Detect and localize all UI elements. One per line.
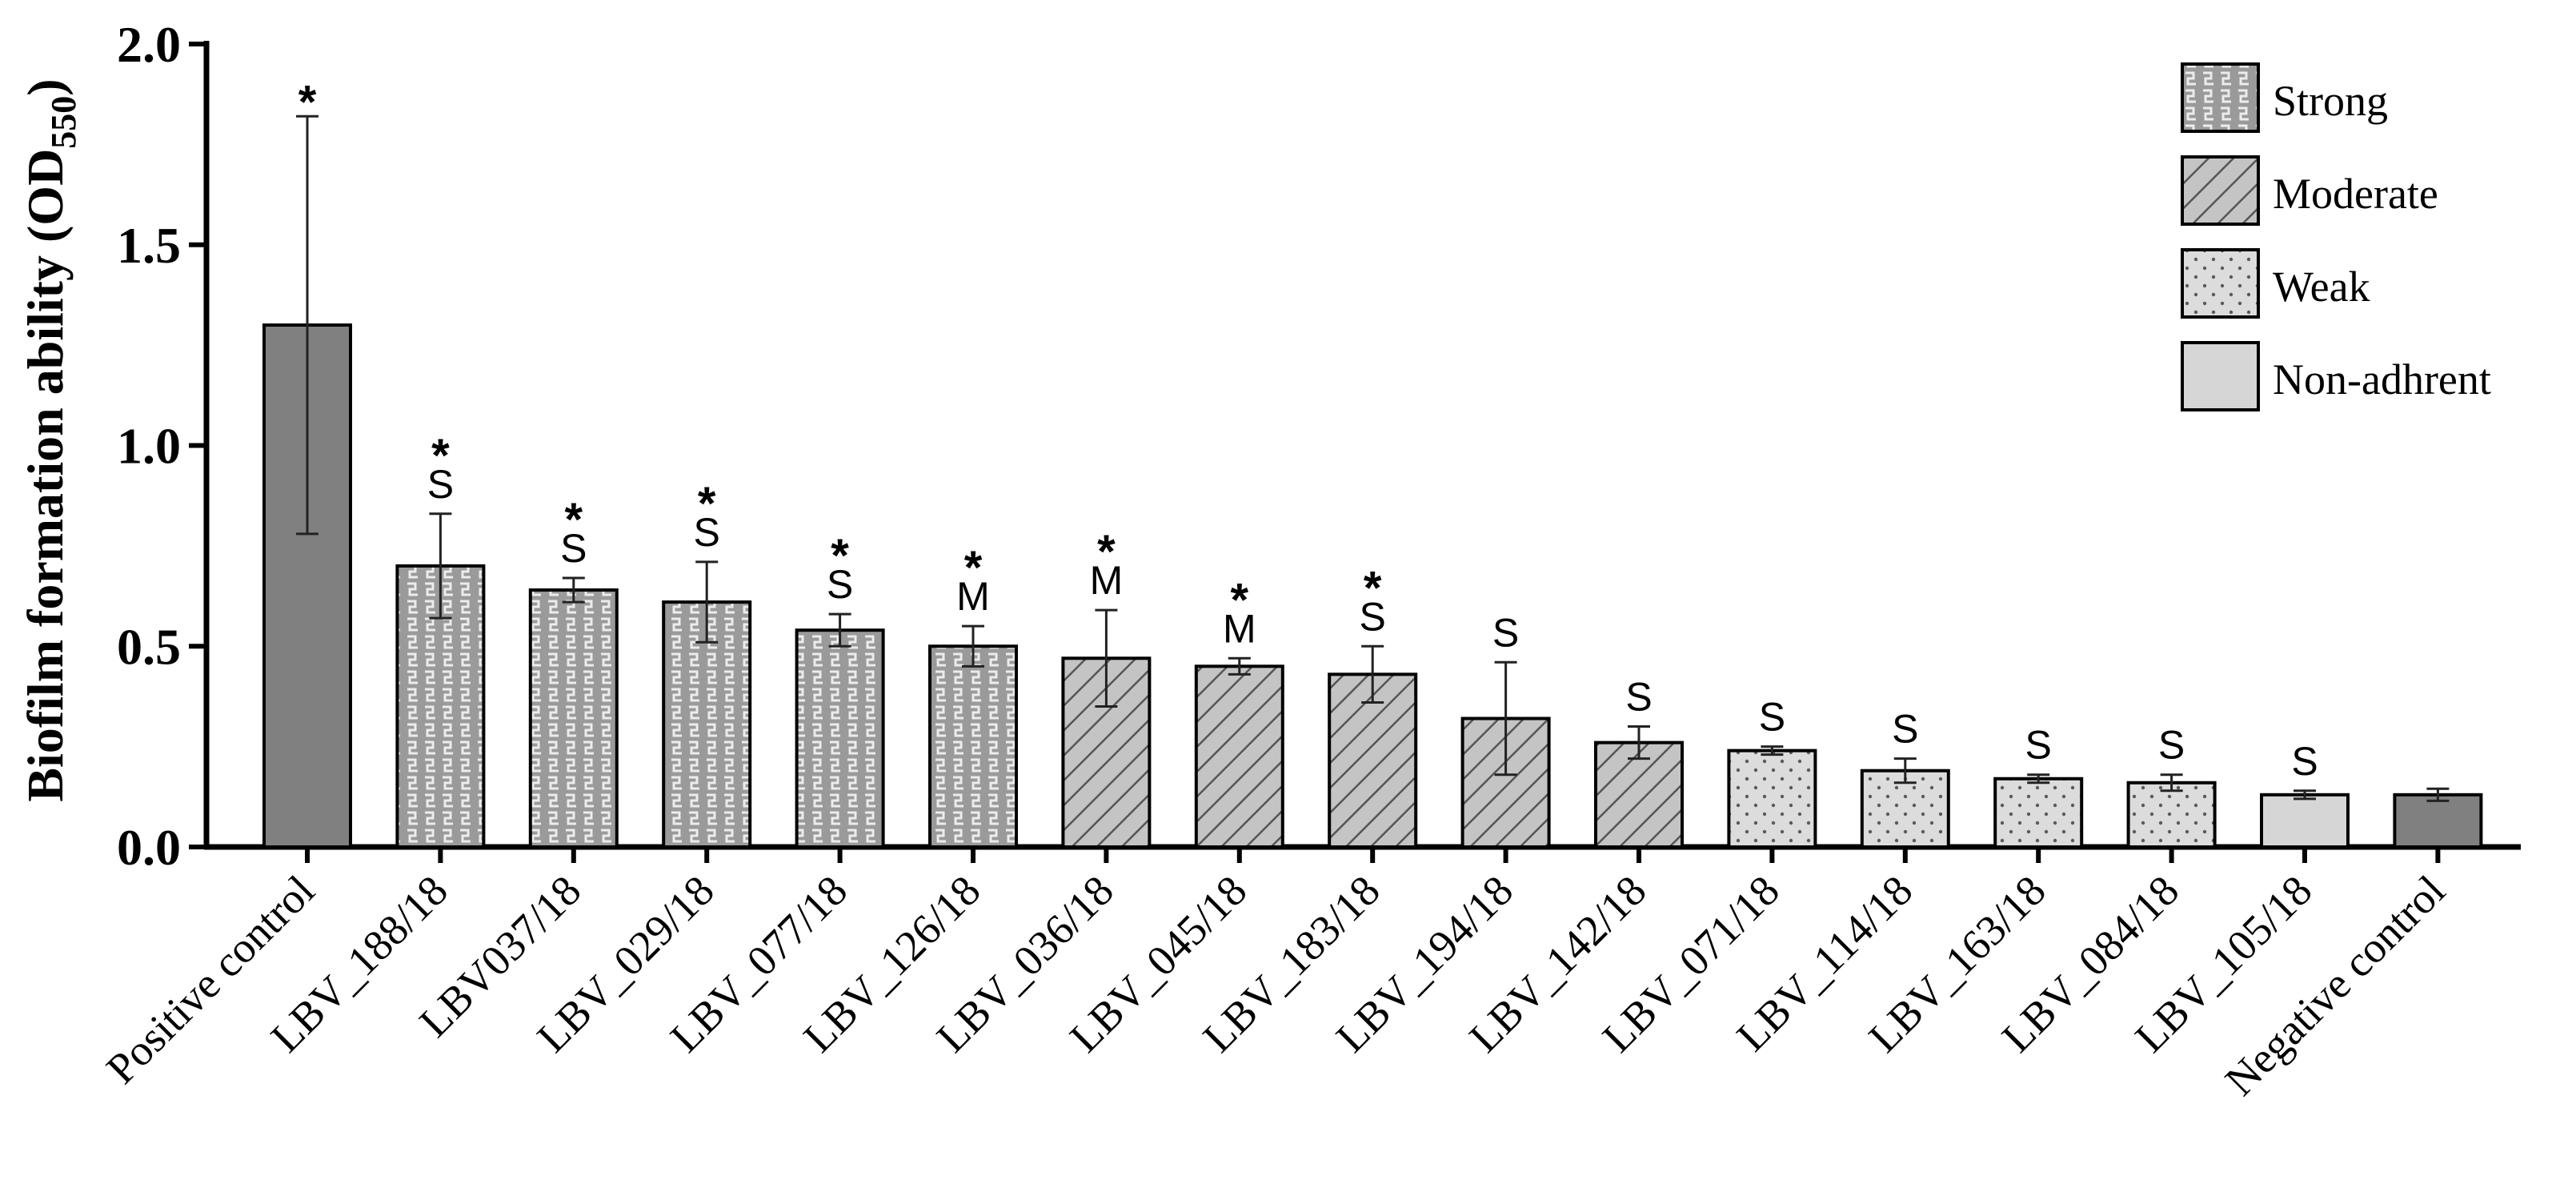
significance-star: * xyxy=(831,530,849,582)
error-bar xyxy=(296,114,318,536)
legend-swatch xyxy=(2181,248,2260,319)
y-tick-label: 0.0 xyxy=(117,819,181,876)
significance-letter: S xyxy=(1492,610,1519,655)
y-tick-label: 1.5 xyxy=(117,217,181,274)
legend-label: Non-adhrent xyxy=(2273,355,2491,403)
significance-letter: M xyxy=(1223,606,1256,651)
significance-letter: M xyxy=(1090,558,1124,603)
significance-letter: S xyxy=(1759,695,1785,740)
y-tick-label: 0.5 xyxy=(117,618,181,675)
significance-star: * xyxy=(565,494,583,546)
significance-letter: S xyxy=(2025,723,2052,768)
error-bar xyxy=(1893,757,1917,785)
bar-weak xyxy=(1727,748,1817,849)
significance-star: * xyxy=(1231,574,1249,626)
significance-letter: S xyxy=(2158,723,2185,768)
bar-control xyxy=(2393,793,2483,849)
significance-letter: M xyxy=(956,574,990,619)
significance-letter: S xyxy=(560,526,587,571)
legend-swatch xyxy=(2181,341,2260,411)
error-bar xyxy=(2027,773,2050,785)
legend-item-nonadherent: Non-adhrent xyxy=(2181,341,2491,411)
error-bar xyxy=(962,624,984,668)
significance-star: * xyxy=(1364,562,1382,614)
legend: Strong Moderate Weak Non-adhrent xyxy=(2181,62,2491,411)
error-bar xyxy=(828,612,851,648)
error-bar xyxy=(1095,608,1118,708)
bar-strong xyxy=(795,628,885,849)
error-bar xyxy=(562,576,585,604)
error-bar xyxy=(2160,773,2183,793)
error-bar xyxy=(1494,660,1517,777)
bar-strong xyxy=(928,644,1018,849)
significance-letter: S xyxy=(2291,739,2318,784)
bar-weak xyxy=(1993,777,2084,849)
y-tick-label: 2.0 xyxy=(117,16,181,73)
legend-item-moderate: Moderate xyxy=(2181,155,2438,226)
error-bars-group xyxy=(296,114,2450,802)
significance-letter: S xyxy=(1892,707,1918,752)
significance-star: * xyxy=(431,430,450,482)
error-bar xyxy=(1628,725,1650,761)
legend-swatch xyxy=(2181,62,2260,133)
bars-group xyxy=(262,323,2483,849)
error-bar xyxy=(2294,789,2316,801)
significance-star: * xyxy=(1097,526,1116,578)
error-bar xyxy=(1228,656,1251,676)
y-axis: 0.0 0.5 1.0 1.5 2.0 xyxy=(117,16,210,876)
category-labels-group: Positive controlLBV_188/18LBV037/18LBV_0… xyxy=(97,866,2454,1105)
error-bar xyxy=(429,512,452,620)
y-axis-title: Biofilm formation ability (OD550) xyxy=(17,78,83,801)
significance-letter: S xyxy=(1625,675,1652,720)
error-bar xyxy=(2426,787,2450,802)
error-bar xyxy=(1761,745,1784,757)
significance-star: * xyxy=(298,76,317,128)
error-bar xyxy=(1361,644,1384,704)
significance-letter: S xyxy=(427,462,454,507)
x-category-label: Positive control xyxy=(97,866,323,1093)
significance-star: * xyxy=(698,478,716,530)
legend-item-strong: Strong xyxy=(2181,62,2388,133)
bar-nonadherent xyxy=(2260,793,2350,849)
legend-label: Moderate xyxy=(2273,170,2438,218)
legend-label: Strong xyxy=(2273,77,2388,125)
significance-letter: S xyxy=(827,562,853,607)
significance-letter: S xyxy=(694,510,720,555)
bar-strong xyxy=(528,588,619,849)
annotations-group: *S*S* S*S*M* M*M* S*SS S S S S S xyxy=(298,76,2318,784)
legend-item-weak: Weak xyxy=(2181,248,2370,319)
legend-label: Weak xyxy=(2273,263,2370,311)
legend-swatch xyxy=(2181,155,2260,226)
bar-moderate xyxy=(1194,664,1284,849)
x-axis xyxy=(204,844,2521,863)
error-bar xyxy=(695,560,719,644)
bar-weak xyxy=(2126,781,2217,849)
y-tick-label: 1.0 xyxy=(117,418,181,475)
significance-letter: S xyxy=(1360,594,1386,639)
significance-star: * xyxy=(964,542,983,594)
